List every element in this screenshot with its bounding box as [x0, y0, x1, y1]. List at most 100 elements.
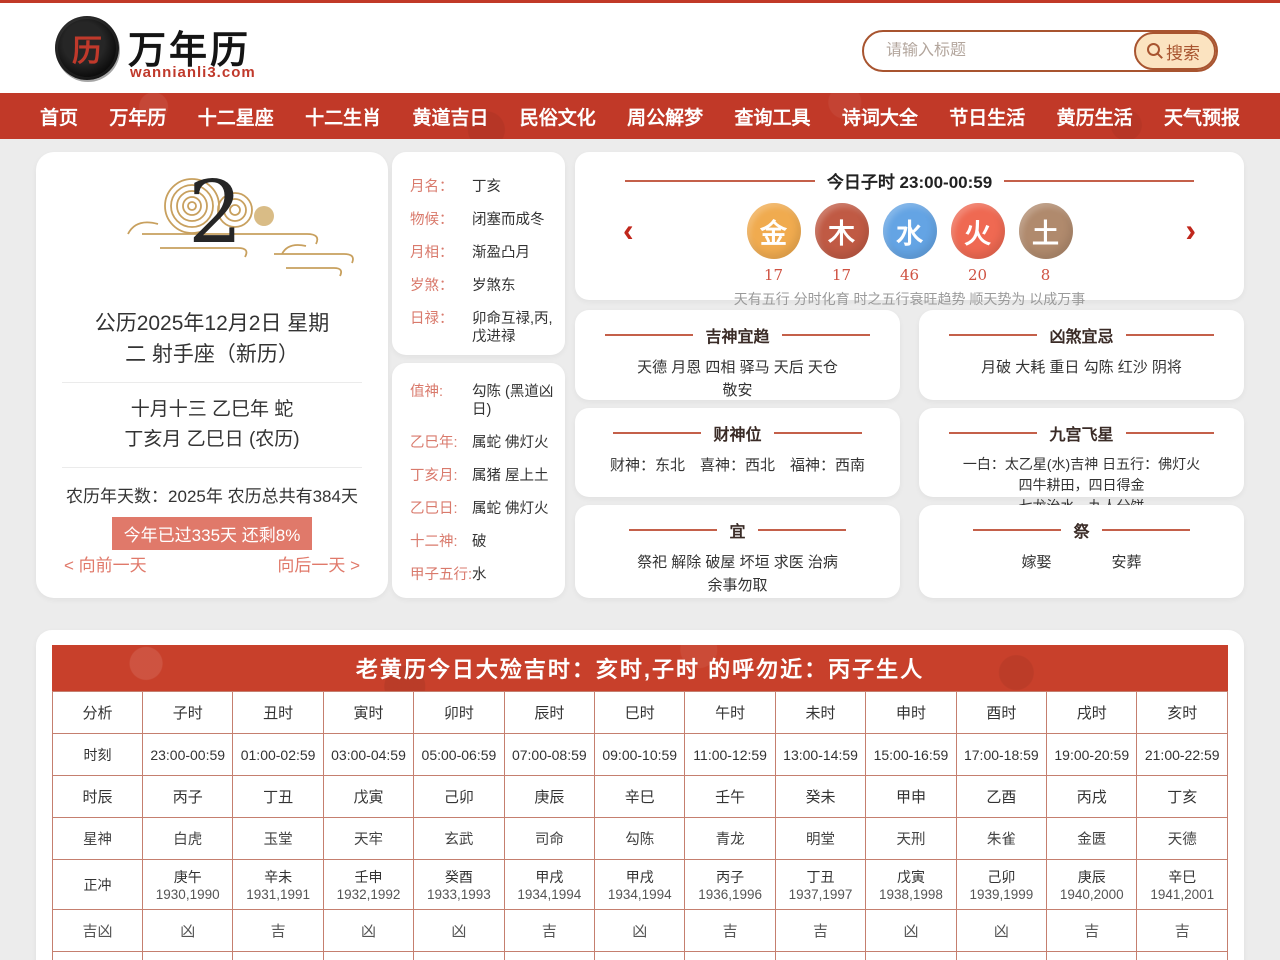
card-title: 宜 [729, 524, 746, 541]
nav-item-chinese-zodiac[interactable]: 十二生肖 [305, 107, 382, 129]
table-cell [594, 951, 686, 960]
info-value: 属猪 屋上土 [472, 468, 549, 484]
decorative-line [773, 432, 862, 434]
element-block: 水 46 [882, 203, 937, 284]
info-row: 甲子五行: 水 [410, 566, 557, 584]
table-cell: 吉 [1046, 909, 1138, 952]
table-cell [1046, 951, 1138, 960]
clash-years: 1931,1991 [246, 887, 311, 902]
table-cell: 21:00-22:59 [1136, 733, 1228, 776]
table-cell: 23:00-00:59 [141, 733, 234, 776]
table-cell: 庚午 1930,1990 [141, 859, 234, 910]
nav-item-query-tools[interactable]: 查询工具 [734, 107, 811, 129]
search-box: 搜索 [862, 30, 1218, 72]
card-content-line: 余事勿取 [707, 577, 768, 594]
card-content: 财神：东北 喜神：西北 福神：西南 [575, 454, 900, 477]
clash-pillar: 癸酉 [444, 869, 473, 885]
nav-item-weather[interactable]: 天气预报 [1163, 107, 1240, 129]
next-hour-arrow[interactable]: › [1185, 212, 1196, 248]
info-value: 属蛇 佛灯火 [472, 435, 549, 451]
table-cell: 戊寅 1938,1998 [865, 859, 957, 910]
info-label: 丁亥月: [410, 468, 458, 484]
table-cell: 03:00-04:59 [322, 733, 415, 776]
table-cell: 戊寅 [322, 775, 415, 818]
card-content-line: 嫁娶 安葬 [1021, 554, 1142, 571]
site-domain: wannianli3.com [130, 64, 256, 81]
info-row: 岁煞： 岁煞东 [410, 277, 555, 295]
nav-item-festival-life[interactable]: 节日生活 [949, 107, 1026, 129]
site-logo[interactable]: 历 [55, 16, 119, 80]
info-value: 丁亥 [472, 179, 501, 195]
cloud-icon [127, 178, 319, 258]
year-progress-badge: 今年已过335天 还剩8% [111, 517, 313, 550]
table-cell: 玄武 [413, 817, 505, 860]
hours-table-body: 分析 子时 丑时 寅时 卯时 辰时 巳时 午时 未时 申时 酉时 戌时 亥时 时刻 23:00-00:59 0… [52, 691, 1228, 960]
element-block: 金 17 [746, 203, 801, 284]
gregorian-date: 公历2025年12月2日 星期二 射手座（新历） [94, 312, 330, 366]
date-card: 2 公历2025年12月2日 星期二 射手座（新历） 十月十三 乙巳年 蛇 丁亥… [36, 152, 388, 598]
nav-item-dream-interpretation[interactable]: 周公解梦 [627, 107, 704, 129]
card-title: 祭 [1073, 524, 1090, 541]
table-header-cell: 辰时 [503, 691, 596, 734]
nav-item-almanac-life[interactable]: 黄历生活 [1056, 107, 1133, 129]
clash-pillar: 甲戌 [625, 869, 654, 885]
table-cell: 辛未 1931,1991 [232, 859, 324, 910]
info-value: 勾陈 (黑道凶日) [472, 384, 554, 418]
element-木-icon: 木 [814, 203, 869, 259]
search-input[interactable] [864, 42, 1134, 60]
info-value: 破 [472, 534, 487, 550]
nav-item-calendar[interactable]: 万年历 [109, 107, 167, 129]
table-cell: 癸酉 1933,1993 [413, 859, 505, 910]
prev-hour-arrow[interactable]: ‹ [623, 212, 634, 248]
nav-item-zodiac-signs[interactable]: 十二星座 [197, 107, 274, 129]
hours-table: 分析 子时 丑时 寅时 卯时 辰时 巳时 午时 未时 申时 酉时 戌时 亥时 时刻 23:00-00:59 0… [52, 691, 1228, 960]
five-elements-caption: 天有五行 分时化育 时之五行衰旺趋势 顺天势为 以成万事 [733, 291, 1086, 307]
lunar-line-1: 十月十三 乙巳年 蛇 [130, 399, 294, 420]
info-label: 物候： [410, 212, 454, 228]
next-day-link[interactable]: 向后一天 > [277, 556, 360, 575]
divider [62, 467, 362, 468]
row-label: 时辰 [52, 775, 143, 818]
info-row: 乙巳年: 属蛇 佛灯火 [410, 434, 557, 452]
search-icon [1147, 43, 1163, 59]
decorative-line [613, 432, 702, 434]
table-cell [413, 951, 505, 960]
row-label: 星神 [52, 817, 143, 860]
nav-item-poetry[interactable]: 诗词大全 [841, 107, 918, 129]
nav-item-folk-culture[interactable]: 民俗文化 [519, 107, 596, 129]
table-cell [774, 951, 867, 960]
nav-item-home[interactable]: 首页 [40, 107, 79, 129]
table-cell: 吉 [684, 909, 776, 952]
table-cell: 15:00-16:59 [865, 733, 957, 776]
row-label: 正冲 [52, 859, 143, 910]
table-cell: 凶 [413, 909, 505, 952]
card-content-line: 祭祀 解除 破屋 坏垣 求医 治病 [637, 554, 838, 571]
info-row: 丁亥月: 属猪 屋上土 [410, 467, 557, 485]
table-cell: 天刑 [865, 817, 957, 860]
clash-pillar: 辛巳 [1168, 869, 1197, 885]
element-value: 8 [1040, 266, 1051, 284]
card-content-line: 财神：东北 喜神：西北 福神：西南 [609, 457, 865, 474]
table-cell: 玉堂 [232, 817, 324, 860]
top-accent-line [0, 0, 1280, 3]
table-cell: 甲申 [865, 775, 957, 818]
clash-years: 1930,1990 [155, 887, 220, 902]
table-cell: 庚辰 1940,2000 [1046, 859, 1138, 910]
table-cell: 天德 [1136, 817, 1228, 860]
nav-item-auspicious-days[interactable]: 黄道吉日 [412, 107, 489, 129]
info-value: 闭塞而成冬 [472, 212, 545, 228]
row-label: 分析 [52, 691, 143, 734]
info-row: 月名： 丁亥 [410, 178, 555, 196]
clash-years: 1934,1994 [517, 887, 582, 902]
divider [62, 382, 362, 383]
info-label: 岁煞： [410, 278, 454, 294]
search-button[interactable]: 搜索 [1134, 32, 1216, 70]
cloud-small-icon [274, 244, 354, 277]
row-label: 时刻 [52, 733, 143, 776]
card-auspicious-gods: 吉神宜趋 天德 月恩 四相 驿马 天后 天仓 敬安 [575, 310, 900, 400]
clash-pillar: 壬申 [354, 869, 383, 885]
prev-day-link[interactable]: < 向前一天 [64, 556, 147, 575]
table-row: 正冲 庚午 1930,1990 辛未 1931,1991 壬申 1932,1992 癸酉 193… [52, 859, 1228, 910]
row-label [52, 951, 143, 960]
